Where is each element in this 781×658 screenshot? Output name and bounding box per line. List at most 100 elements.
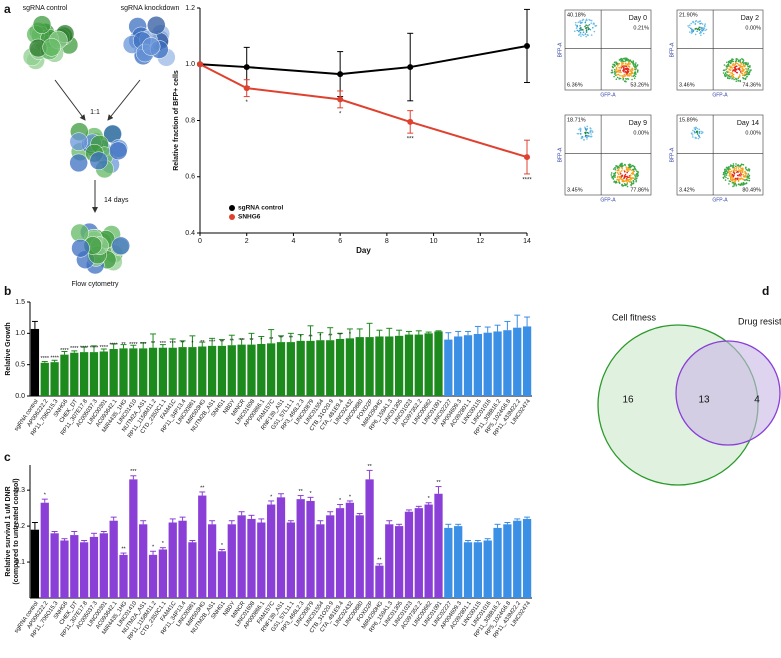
cytometry-event <box>626 185 629 188</box>
quadrant-percent: 21.90% <box>679 12 698 18</box>
cytometry-event <box>728 77 731 80</box>
cytometry-event <box>631 68 634 70</box>
cytometry-event <box>621 184 624 187</box>
cytometry-event <box>742 163 744 166</box>
significance: ** <box>328 334 333 340</box>
cytometry-event <box>702 28 705 31</box>
bar <box>60 540 69 598</box>
bar <box>188 347 197 396</box>
cytometry-event <box>690 22 692 25</box>
cytometry-event <box>724 72 727 74</box>
significance: * <box>349 494 352 500</box>
bar <box>198 346 207 396</box>
bar <box>40 362 49 396</box>
bar <box>434 331 443 396</box>
bar <box>30 529 40 598</box>
cytometry-event <box>627 73 629 76</box>
cytometry-event <box>732 181 735 184</box>
x-axis-title: GFP-A <box>712 92 728 98</box>
cytometry-event <box>735 78 737 80</box>
diagram-label: 14 days <box>104 197 129 204</box>
cytometry-event <box>743 73 746 76</box>
cytometry-event <box>585 27 587 29</box>
cytometry-event <box>733 170 735 172</box>
bar <box>365 337 374 396</box>
bar <box>493 331 502 396</box>
cytometry-event <box>619 74 621 77</box>
cytometry-event <box>584 135 587 138</box>
cytometry-event <box>691 134 694 136</box>
cytometry-event <box>623 183 626 185</box>
significance: * <box>339 498 342 504</box>
cytometry-event <box>613 68 616 71</box>
x-tick-label: 4 <box>291 238 295 245</box>
cytometry-event <box>698 135 700 138</box>
significance: ** <box>220 339 225 345</box>
cytometry-event <box>619 70 622 73</box>
cytometry-event <box>738 165 740 167</box>
bar <box>198 495 207 598</box>
cytometry-event <box>730 164 732 166</box>
cytometry-event <box>698 132 701 134</box>
bar <box>119 348 128 396</box>
legend-marker <box>229 205 235 211</box>
y-tick-label: 0.0 <box>15 393 25 400</box>
point <box>197 61 203 68</box>
cytometry-event <box>626 171 628 174</box>
bar <box>434 493 443 598</box>
significance: **** <box>70 346 79 352</box>
cytometry-event <box>739 164 742 167</box>
cytometry-event <box>620 67 623 69</box>
cytometry-event <box>629 63 632 65</box>
cytometry-event <box>737 77 739 80</box>
cytometry-event <box>630 178 632 181</box>
cytometry-event <box>736 58 739 60</box>
cytometry-event <box>621 65 624 68</box>
cytometry-event <box>733 76 735 79</box>
cytometry-event <box>621 163 623 166</box>
cytometry-event <box>701 131 704 134</box>
bar <box>129 348 138 396</box>
cytometry-event <box>745 178 747 181</box>
cytometry-event <box>587 28 590 31</box>
cytometry-event <box>634 68 637 71</box>
cytometry-event <box>728 183 730 185</box>
cytometry-event <box>627 68 630 70</box>
cytometry-event <box>725 174 728 176</box>
y-tick-label: 0.8 <box>185 117 195 124</box>
cytometry-event <box>696 131 699 133</box>
cytometry-event <box>622 76 624 79</box>
y-axis-title: (compared to untreated control) <box>13 478 20 584</box>
bar <box>109 349 118 396</box>
cytometry-event <box>740 175 742 177</box>
cytometry-event <box>574 21 577 24</box>
significance: ** <box>180 341 185 347</box>
cytometry-event <box>622 184 625 187</box>
cytometry-event <box>620 166 623 169</box>
quadrant-percent: 53.26% <box>630 82 649 88</box>
cytometry-event <box>735 183 737 186</box>
diagram-label: sgRNA control <box>23 5 68 12</box>
bar <box>493 527 502 598</box>
cytometry-event <box>742 64 745 67</box>
cytometry-event <box>621 167 624 170</box>
bar <box>168 522 177 598</box>
cytometry-event <box>630 172 633 175</box>
y-axis-title: Relative fraction of BFP+ cells <box>173 70 180 171</box>
cytometry-event <box>729 178 732 181</box>
bar <box>483 540 492 598</box>
cytometry-event <box>740 167 742 170</box>
venn-circle <box>675 340 781 446</box>
bar <box>286 342 295 396</box>
cytometry-event <box>585 31 588 34</box>
cytometry-event <box>701 29 703 31</box>
bar <box>257 522 266 598</box>
cytometry-event <box>621 75 623 77</box>
cytometry-event <box>731 68 733 70</box>
bar <box>414 334 423 396</box>
cytometry-event <box>612 176 614 178</box>
cytometry-event <box>580 29 582 32</box>
bar <box>89 352 99 396</box>
significance: ** <box>367 464 372 470</box>
bar <box>444 339 453 396</box>
